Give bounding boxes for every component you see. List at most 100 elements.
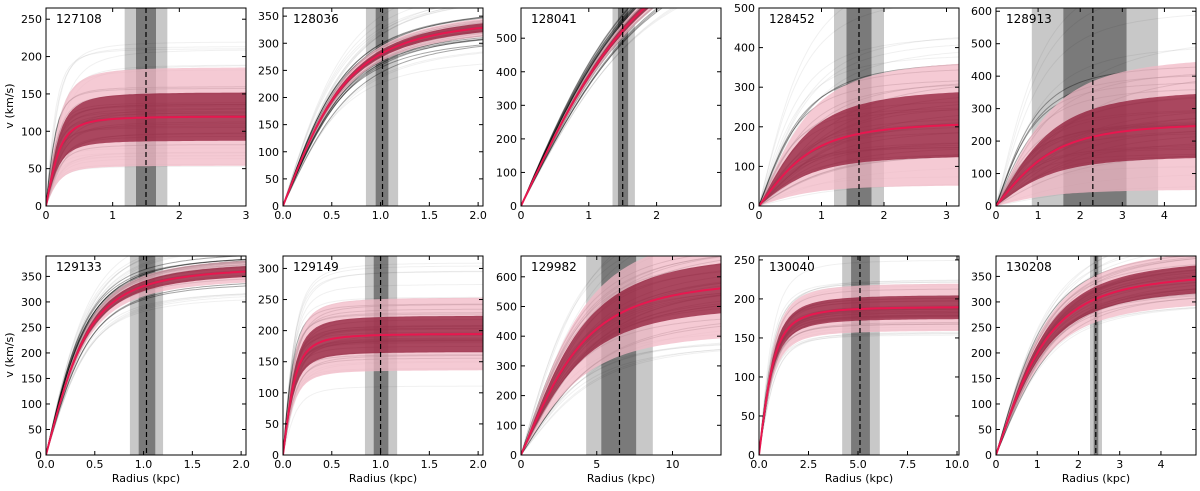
sample-curve <box>521 349 721 455</box>
x-tick-label: 0.0 <box>274 458 292 471</box>
y-tick-label: 50 <box>28 163 42 176</box>
plot-area <box>759 8 959 206</box>
plot-area <box>283 256 483 455</box>
sample-curve <box>521 8 630 206</box>
x-tick-label: 0.0 <box>750 458 768 471</box>
axes-frame <box>282 255 484 456</box>
x-tick-label: 1.0 <box>135 458 153 471</box>
x-tick-label: 1.5 <box>421 209 439 222</box>
panel-127108: 0 1 2 3 0 50 100 150 200 250 127108 <box>21 7 250 222</box>
sample-curve <box>521 8 632 206</box>
y-tick-label: 250 <box>21 13 42 26</box>
x-tick-label: 5 <box>593 458 600 471</box>
sample-curve <box>46 256 246 455</box>
plot-area <box>521 8 679 206</box>
y-tick-label: 200 <box>258 92 279 105</box>
y-tick-label: 0 <box>35 449 42 462</box>
sample-curve <box>521 8 631 206</box>
y-tick-label: 50 <box>265 418 279 431</box>
sample-curve <box>521 342 721 455</box>
x-tick-label: 0 <box>993 209 1000 222</box>
x-tick-label: 5.0 <box>849 458 867 471</box>
sample-curve <box>46 256 172 455</box>
y-tick-label: 300 <box>734 81 755 94</box>
sample-curve <box>283 296 483 455</box>
y-tick-label: 150 <box>21 88 42 101</box>
panel-128913: 0 1 2 3 4 0 100 200 300 400 500 600 128913 <box>971 5 1197 222</box>
sample-curve <box>996 307 1196 455</box>
y-tick-label: 250 <box>21 321 42 334</box>
x-tick-label: 0 <box>43 209 50 222</box>
sample-curve <box>283 385 483 455</box>
panel-id-label: 129149 <box>293 260 339 274</box>
y-tick-label: 400 <box>971 70 992 83</box>
median-curve <box>759 123 959 206</box>
sample-curve <box>996 48 1196 206</box>
y-tick-label: 50 <box>265 173 279 186</box>
x-tick-label: 3 <box>1116 458 1123 471</box>
x-tick-label: 7.5 <box>899 458 917 471</box>
x-tick-label: 0 <box>518 458 525 471</box>
sample-curve <box>521 8 629 206</box>
sample-curve <box>759 331 959 455</box>
y-tick-label: 200 <box>734 121 755 134</box>
sample-curve <box>521 8 633 206</box>
band-inner <box>759 295 959 455</box>
x-tick-label: 2 <box>176 209 183 222</box>
x-tick-label: 3 <box>943 209 950 222</box>
axes-frame <box>45 7 247 207</box>
band-outer <box>996 256 1196 455</box>
panel-id-label: 129133 <box>56 260 102 274</box>
y-tick-label: 0 <box>985 449 992 462</box>
x-tick-label: 1 <box>1034 458 1041 471</box>
axes-frame <box>282 7 484 207</box>
x-tick-label: 2 <box>1077 209 1084 222</box>
median-curve <box>521 8 647 206</box>
sample-curve <box>283 45 483 206</box>
y-tick-label: 200 <box>496 133 517 146</box>
band-outer <box>759 283 959 455</box>
sample-curve <box>759 44 959 206</box>
y-tick-label: 350 <box>971 270 992 283</box>
sample-curve <box>759 333 959 455</box>
y-tick-label: 150 <box>734 332 755 345</box>
sample-curve <box>759 281 959 455</box>
axes-frame <box>520 255 722 456</box>
sample-curve <box>46 256 130 455</box>
axes-frame <box>995 7 1197 207</box>
panel-129133: 0.0 0.5 1.0 1.5 2.0 0 50 100 150 200 250 300 350 1291… <box>21 255 250 485</box>
panel-id-label: 129982 <box>531 260 577 274</box>
sample-curve <box>521 8 679 206</box>
x-tick-label: 0.5 <box>323 209 341 222</box>
median-curve <box>46 270 246 455</box>
x-tick-label: 2.0 <box>469 458 487 471</box>
x-tick-label: 1.0 <box>372 209 390 222</box>
x-tick-label: 4 <box>1157 458 1164 471</box>
x-tick-label: 2 <box>1075 458 1082 471</box>
x-tick-label: 1 <box>585 209 592 222</box>
sample-curve <box>521 8 676 206</box>
sample-curve <box>521 348 721 455</box>
x-tick-label: 2 <box>881 209 888 222</box>
sample-curve <box>996 8 1103 206</box>
x-tick-label: 0 <box>518 209 525 222</box>
y-tick-label: 0 <box>35 200 42 213</box>
panel-id-label: 127108 <box>56 12 102 26</box>
sample-curve <box>759 281 959 455</box>
y-tick-label: 100 <box>971 168 992 181</box>
sample-curve <box>283 262 483 455</box>
x-tick-label: 0 <box>993 458 1000 471</box>
y-tick-label: 250 <box>734 254 755 267</box>
panel-id-label: 130208 <box>1006 260 1052 274</box>
band-inner <box>996 265 1196 455</box>
xlabel: Radius (kpc) <box>825 472 893 485</box>
band-inner <box>283 315 483 455</box>
y-tick-label: 200 <box>971 135 992 148</box>
y-tick-label: 500 <box>496 300 517 313</box>
y-tick-label: 200 <box>258 325 279 338</box>
x-tick-label: 2.0 <box>232 458 250 471</box>
y-tick-label: 400 <box>496 66 517 79</box>
y-tick-label: 100 <box>496 419 517 432</box>
